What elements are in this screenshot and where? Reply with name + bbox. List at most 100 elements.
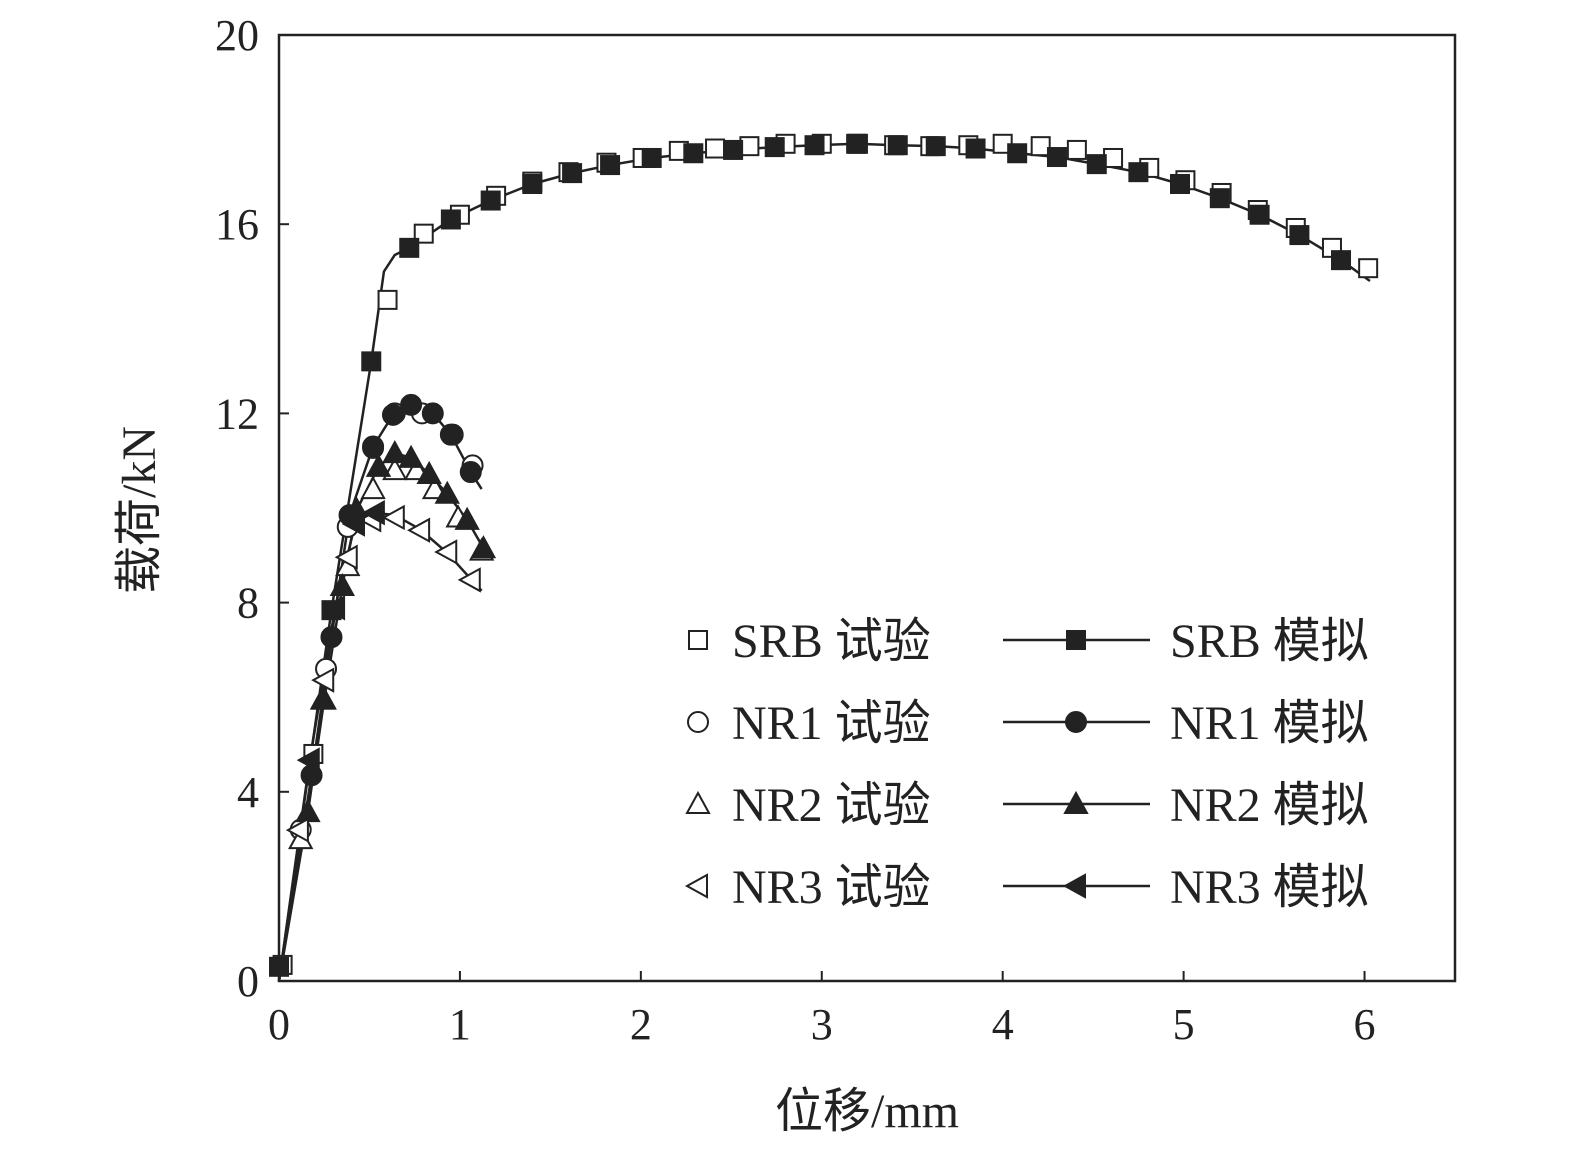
data-point-srb-模拟	[925, 136, 946, 157]
series-lines	[277, 142, 1371, 982]
x-tick-label: 2	[630, 1000, 652, 1049]
data-point-srb-模拟	[1209, 188, 1230, 209]
legend-label: NR3 模拟	[1170, 861, 1369, 914]
legend-marker	[687, 711, 709, 733]
legend-item-nr1-模拟: NR1 模拟	[1003, 697, 1369, 750]
y-tick-label: 12	[215, 389, 259, 438]
data-point-nr3-试验	[407, 517, 431, 543]
legend-marker	[688, 630, 708, 650]
data-point-srb-模拟	[440, 209, 461, 230]
legend-item-nr2-模拟: NR2 模拟	[1003, 779, 1369, 832]
data-point-srb-模拟	[887, 135, 908, 156]
data-point-nr1-模拟	[459, 461, 482, 484]
data-point-nr3-模拟	[361, 500, 385, 526]
data-point-srb-模拟	[562, 163, 583, 184]
data-point-srb-试验	[377, 289, 398, 310]
y-tick-label: 0	[237, 957, 259, 1006]
data-point-nr3-模拟	[296, 747, 320, 773]
data-point-nr1-模拟	[421, 402, 444, 425]
data-point-srb-模拟	[641, 147, 662, 168]
x-tick-label: 3	[811, 1000, 833, 1049]
data-point-srb-模拟	[1007, 143, 1028, 164]
y-axis-ticks: 0 4 8 12 16 20	[215, 11, 289, 1006]
legend-marker	[1065, 711, 1087, 733]
series-markers	[269, 133, 1379, 977]
legend-item-srb-试验: SRB 试验	[688, 615, 931, 668]
data-point-srb-模拟	[1169, 173, 1190, 194]
data-point-srb-试验	[705, 138, 726, 159]
data-point-nr1-模拟	[320, 626, 343, 649]
x-axis-ticks: 0 1 2 3 4 5 6	[268, 971, 1376, 1049]
data-point-srb-模拟	[600, 155, 621, 176]
data-point-srb-模拟	[846, 133, 867, 154]
data-point-srb-模拟	[1249, 204, 1270, 225]
data-point-srb-模拟	[804, 135, 825, 156]
data-point-srb-模拟	[480, 190, 501, 211]
legend-item-nr3-试验: NR3 试验	[684, 861, 931, 914]
legend-label: SRB 试验	[732, 615, 931, 668]
legend-item-nr2-试验: NR2 试验	[685, 779, 931, 832]
data-point-nr2-试验	[421, 476, 448, 500]
y-axis-label: 载荷/kN	[113, 426, 166, 594]
data-point-srb-试验	[1030, 136, 1051, 157]
y-tick-label: 16	[215, 200, 259, 249]
x-tick-label: 1	[449, 1000, 471, 1049]
legend-marker	[1062, 873, 1086, 899]
y-tick-label: 8	[237, 579, 259, 628]
data-point-srb-模拟	[1046, 147, 1067, 168]
data-point-nr3-试验	[434, 539, 458, 565]
data-point-nr1-模拟	[362, 435, 385, 458]
series-line-srb-模拟	[277, 142, 1371, 982]
data-point-srb-模拟	[522, 173, 543, 194]
data-point-nr2-模拟	[311, 686, 337, 710]
x-tick-label: 0	[268, 1000, 290, 1049]
plot-frame	[277, 33, 1457, 983]
data-point-nr3-试验	[285, 817, 309, 843]
legend-label: SRB 模拟	[1170, 615, 1369, 668]
data-point-nr2-模拟	[470, 535, 497, 559]
legend-label: NR2 试验	[732, 779, 931, 832]
data-point-nr3-模拟	[341, 511, 365, 537]
legend-item-nr1-试验: NR1 试验	[687, 697, 931, 750]
data-point-srb-模拟	[399, 237, 420, 258]
data-point-nr2-试验	[360, 476, 386, 500]
data-point-nr2-模拟	[382, 440, 408, 464]
data-point-srb-试验	[1358, 258, 1379, 279]
data-point-srb-模拟	[683, 143, 704, 164]
data-point-nr2-模拟	[329, 572, 356, 597]
data-point-nr2-模拟	[398, 444, 424, 468]
data-point-nr2-模拟	[434, 480, 460, 504]
data-point-nr1-模拟	[400, 393, 423, 416]
data-point-nr2-模拟	[416, 460, 442, 484]
legend: SRB 试验 SRB 模拟 NR1 试验 NR1 模拟 NR2 试验 NR2 模拟 NR3 …	[684, 615, 1369, 914]
data-point-srb-试验	[1066, 139, 1087, 160]
y-tick-label: 4	[237, 768, 259, 817]
data-point-srb-模拟	[1289, 225, 1310, 246]
data-point-nr3-试验	[311, 667, 335, 693]
legend-label: NR1 模拟	[1170, 697, 1369, 750]
data-point-nr1-模拟	[439, 423, 462, 446]
y-tick-label: 20	[215, 11, 259, 60]
data-point-nr3-模拟	[322, 595, 346, 621]
legend-label: NR2 模拟	[1170, 779, 1369, 832]
legend-marker	[685, 790, 711, 814]
legend-marker	[684, 873, 708, 899]
x-tick-label: 4	[992, 1000, 1014, 1049]
data-point-srb-模拟	[764, 137, 785, 158]
data-point-nr1-模拟	[381, 403, 404, 426]
data-point-srb-模拟	[1331, 250, 1352, 271]
data-point-srb-模拟	[1086, 154, 1107, 175]
x-tick-label: 5	[1173, 1000, 1195, 1049]
legend-label: NR1 试验	[732, 697, 931, 750]
legend-item-srb-模拟: SRB 模拟	[1003, 615, 1369, 668]
data-point-nr3-试验	[457, 567, 481, 593]
data-point-nr2-模拟	[454, 506, 480, 530]
x-tick-label: 6	[1354, 1000, 1376, 1049]
x-axis-label: 位移/mm	[775, 1085, 959, 1138]
legend-marker	[1063, 790, 1089, 814]
data-point-srb-模拟	[1128, 162, 1149, 183]
data-point-srb-模拟	[723, 139, 744, 160]
data-point-srb-模拟	[361, 351, 382, 372]
data-point-nr2-模拟	[365, 453, 392, 477]
